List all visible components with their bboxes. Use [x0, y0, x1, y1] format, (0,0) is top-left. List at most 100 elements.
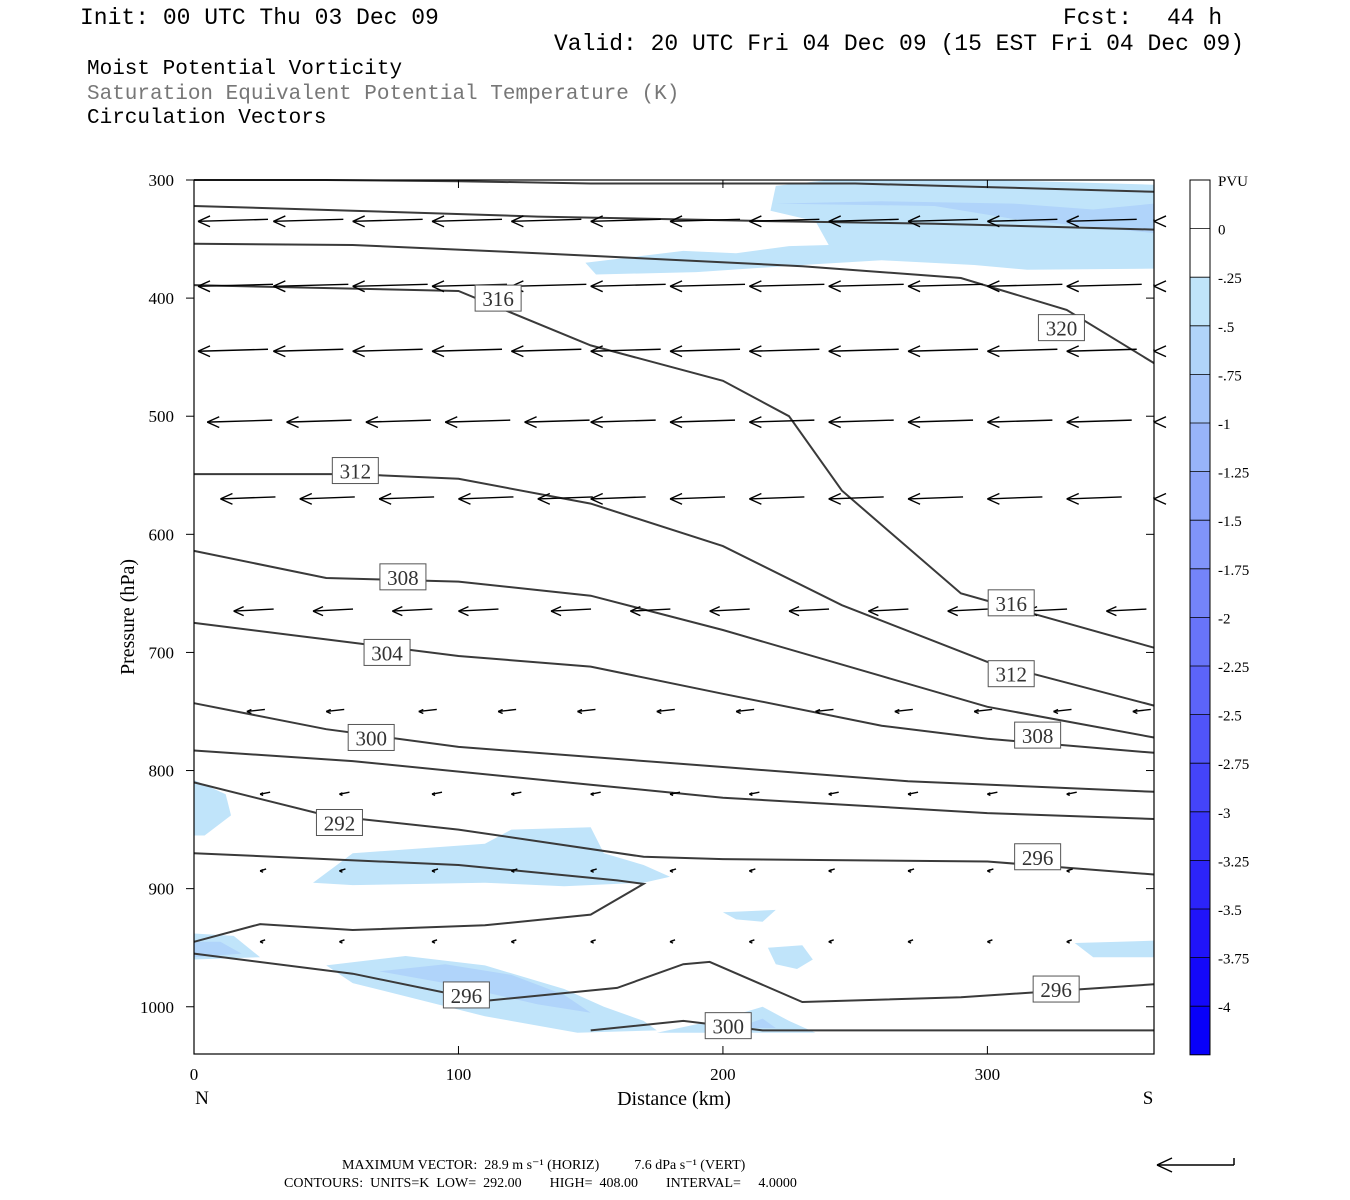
theta-es-contour: [193, 621, 1155, 754]
circulation-vector-icon: [352, 280, 428, 293]
pv-shade-region: [722, 909, 776, 922]
circulation-vector-layer: [197, 215, 1167, 944]
colorbar-swatch: [1190, 860, 1210, 909]
circulation-vector-icon: [669, 280, 746, 293]
reference-vector-icon: [1156, 1157, 1235, 1173]
plot-frame: [193, 179, 1155, 1055]
circulation-vector-icon: [749, 791, 760, 797]
circulation-vector-icon: [868, 605, 909, 617]
x-axis-title: Distance (km): [617, 1088, 731, 1110]
circulation-vector-icon: [273, 215, 344, 228]
circulation-vector-icon: [1066, 868, 1073, 873]
colorbar-label: -2.25: [1218, 660, 1249, 676]
circulation-vector-icon: [511, 791, 522, 797]
circulation-vector-icon: [1153, 280, 1167, 293]
contour-label-box: [442, 981, 490, 1009]
circulation-vector-icon: [511, 345, 582, 358]
contour-label-box: [1014, 721, 1062, 749]
circulation-vector-icon: [907, 215, 979, 228]
colorbar-label: -1.5: [1218, 514, 1242, 530]
theta-es-contour: [193, 242, 1155, 364]
circulation-vector-icon: [497, 708, 517, 715]
colorbar-label: -1.25: [1218, 466, 1249, 482]
circulation-vector-icon: [511, 939, 517, 944]
init-time: Init: 00 UTC Thu 03 Dec 09: [80, 5, 439, 31]
colorbar-swatch: [1190, 471, 1210, 521]
colorbar-swatch: [1190, 520, 1210, 569]
circulation-vector-icon: [299, 492, 355, 505]
colorbar-label: -3: [1218, 806, 1231, 822]
colorbar-label: -.25: [1218, 271, 1242, 287]
circulation-vector-icon: [907, 345, 979, 358]
circulation-vector-icon: [907, 280, 984, 293]
circulation-vector-icon: [197, 215, 269, 228]
circulation-vector-icon: [458, 605, 499, 617]
circulation-vector-icon: [590, 345, 661, 358]
colorbar-swatch: [1190, 228, 1210, 278]
contour-info: CONTOURS: UNITS=K LOW= 292.00 HIGH= 408.…: [284, 1176, 797, 1191]
north-label: N: [195, 1088, 209, 1109]
colorbar-swatch: [1190, 325, 1210, 375]
colorbar-swatch: [1190, 568, 1210, 618]
contour-label: 312: [340, 460, 372, 484]
circulation-vector-icon: [259, 868, 267, 873]
y-tick-label: 400: [149, 289, 175, 308]
contour-label: 312: [995, 663, 1027, 687]
field-title-vectors: Circulation Vectors: [87, 107, 327, 130]
circulation-vector-icon: [828, 215, 899, 228]
contour-label: 292: [324, 812, 356, 836]
circulation-vector-icon: [590, 791, 601, 797]
circulation-vector-icon: [815, 708, 834, 715]
circulation-vector-icon: [365, 416, 431, 429]
y-tick-label: 700: [149, 643, 175, 662]
contour-label: 296: [1022, 846, 1054, 870]
colorbar-swatch: [1190, 180, 1210, 229]
circulation-vector-icon: [749, 215, 820, 228]
circulation-vector-icon: [828, 791, 839, 797]
colorbar-label: -3.75: [1218, 952, 1249, 968]
circulation-vector-icon: [749, 868, 756, 873]
circulation-vector-icon: [828, 868, 835, 873]
colorbar-label: -2.5: [1218, 709, 1242, 725]
circulation-vector-icon: [1132, 708, 1151, 715]
circulation-vector-icon: [286, 416, 352, 429]
circulation-vector-icon: [590, 416, 656, 429]
colorbar-swatch: [1190, 666, 1210, 715]
contour-label: 296: [1040, 978, 1072, 1002]
circulation-vector-icon: [987, 280, 1063, 293]
circulation-vector-icon: [444, 416, 511, 429]
max-vector-info: MAXIMUM VECTOR: 28.9 m s⁻¹ (HORIZ) 7.6 d…: [342, 1158, 746, 1173]
circulation-vector-icon: [418, 708, 437, 715]
circulation-vector-icon: [669, 868, 677, 873]
circulation-vector-icon: [735, 708, 755, 715]
theta-es-contour-layer: [193, 179, 1155, 1032]
circulation-vector-icon: [987, 868, 994, 873]
y-tick-label: 800: [149, 762, 175, 781]
circulation-vector-icon: [894, 708, 913, 715]
circulation-vector-icon: [788, 605, 830, 617]
contour-label-box: [474, 284, 522, 312]
pv-shade-region: [326, 956, 657, 1033]
circulation-vector-icon: [577, 708, 596, 715]
contour-label: 304: [371, 641, 403, 665]
colorbar-label: 0: [1218, 223, 1226, 239]
colorbar-swatch: [1190, 277, 1210, 326]
y-tick-label: 900: [149, 880, 175, 899]
circulation-vector-icon: [987, 492, 1043, 505]
valid-time: Valid: 20 UTC Fri 04 Dec 09 (15 EST Fri …: [554, 31, 1245, 57]
circulation-vector-icon: [431, 791, 443, 797]
circulation-vector-icon: [431, 215, 503, 228]
contour-label: 320: [1046, 317, 1078, 341]
pv-shade-region: [194, 780, 231, 836]
circulation-vector-icon: [987, 416, 1053, 429]
colorbar-swatch: [1190, 423, 1210, 472]
circulation-vector-icon: [907, 868, 915, 873]
colorbar-swatch: [1190, 957, 1210, 1007]
circulation-vector-icon: [669, 791, 681, 797]
colorbar-label: -1.75: [1218, 563, 1249, 579]
circulation-vector-icon: [259, 939, 266, 944]
circulation-vector-icon: [378, 492, 435, 505]
circulation-vector-icon: [273, 280, 349, 293]
circulation-vector-icon: [1066, 345, 1137, 358]
